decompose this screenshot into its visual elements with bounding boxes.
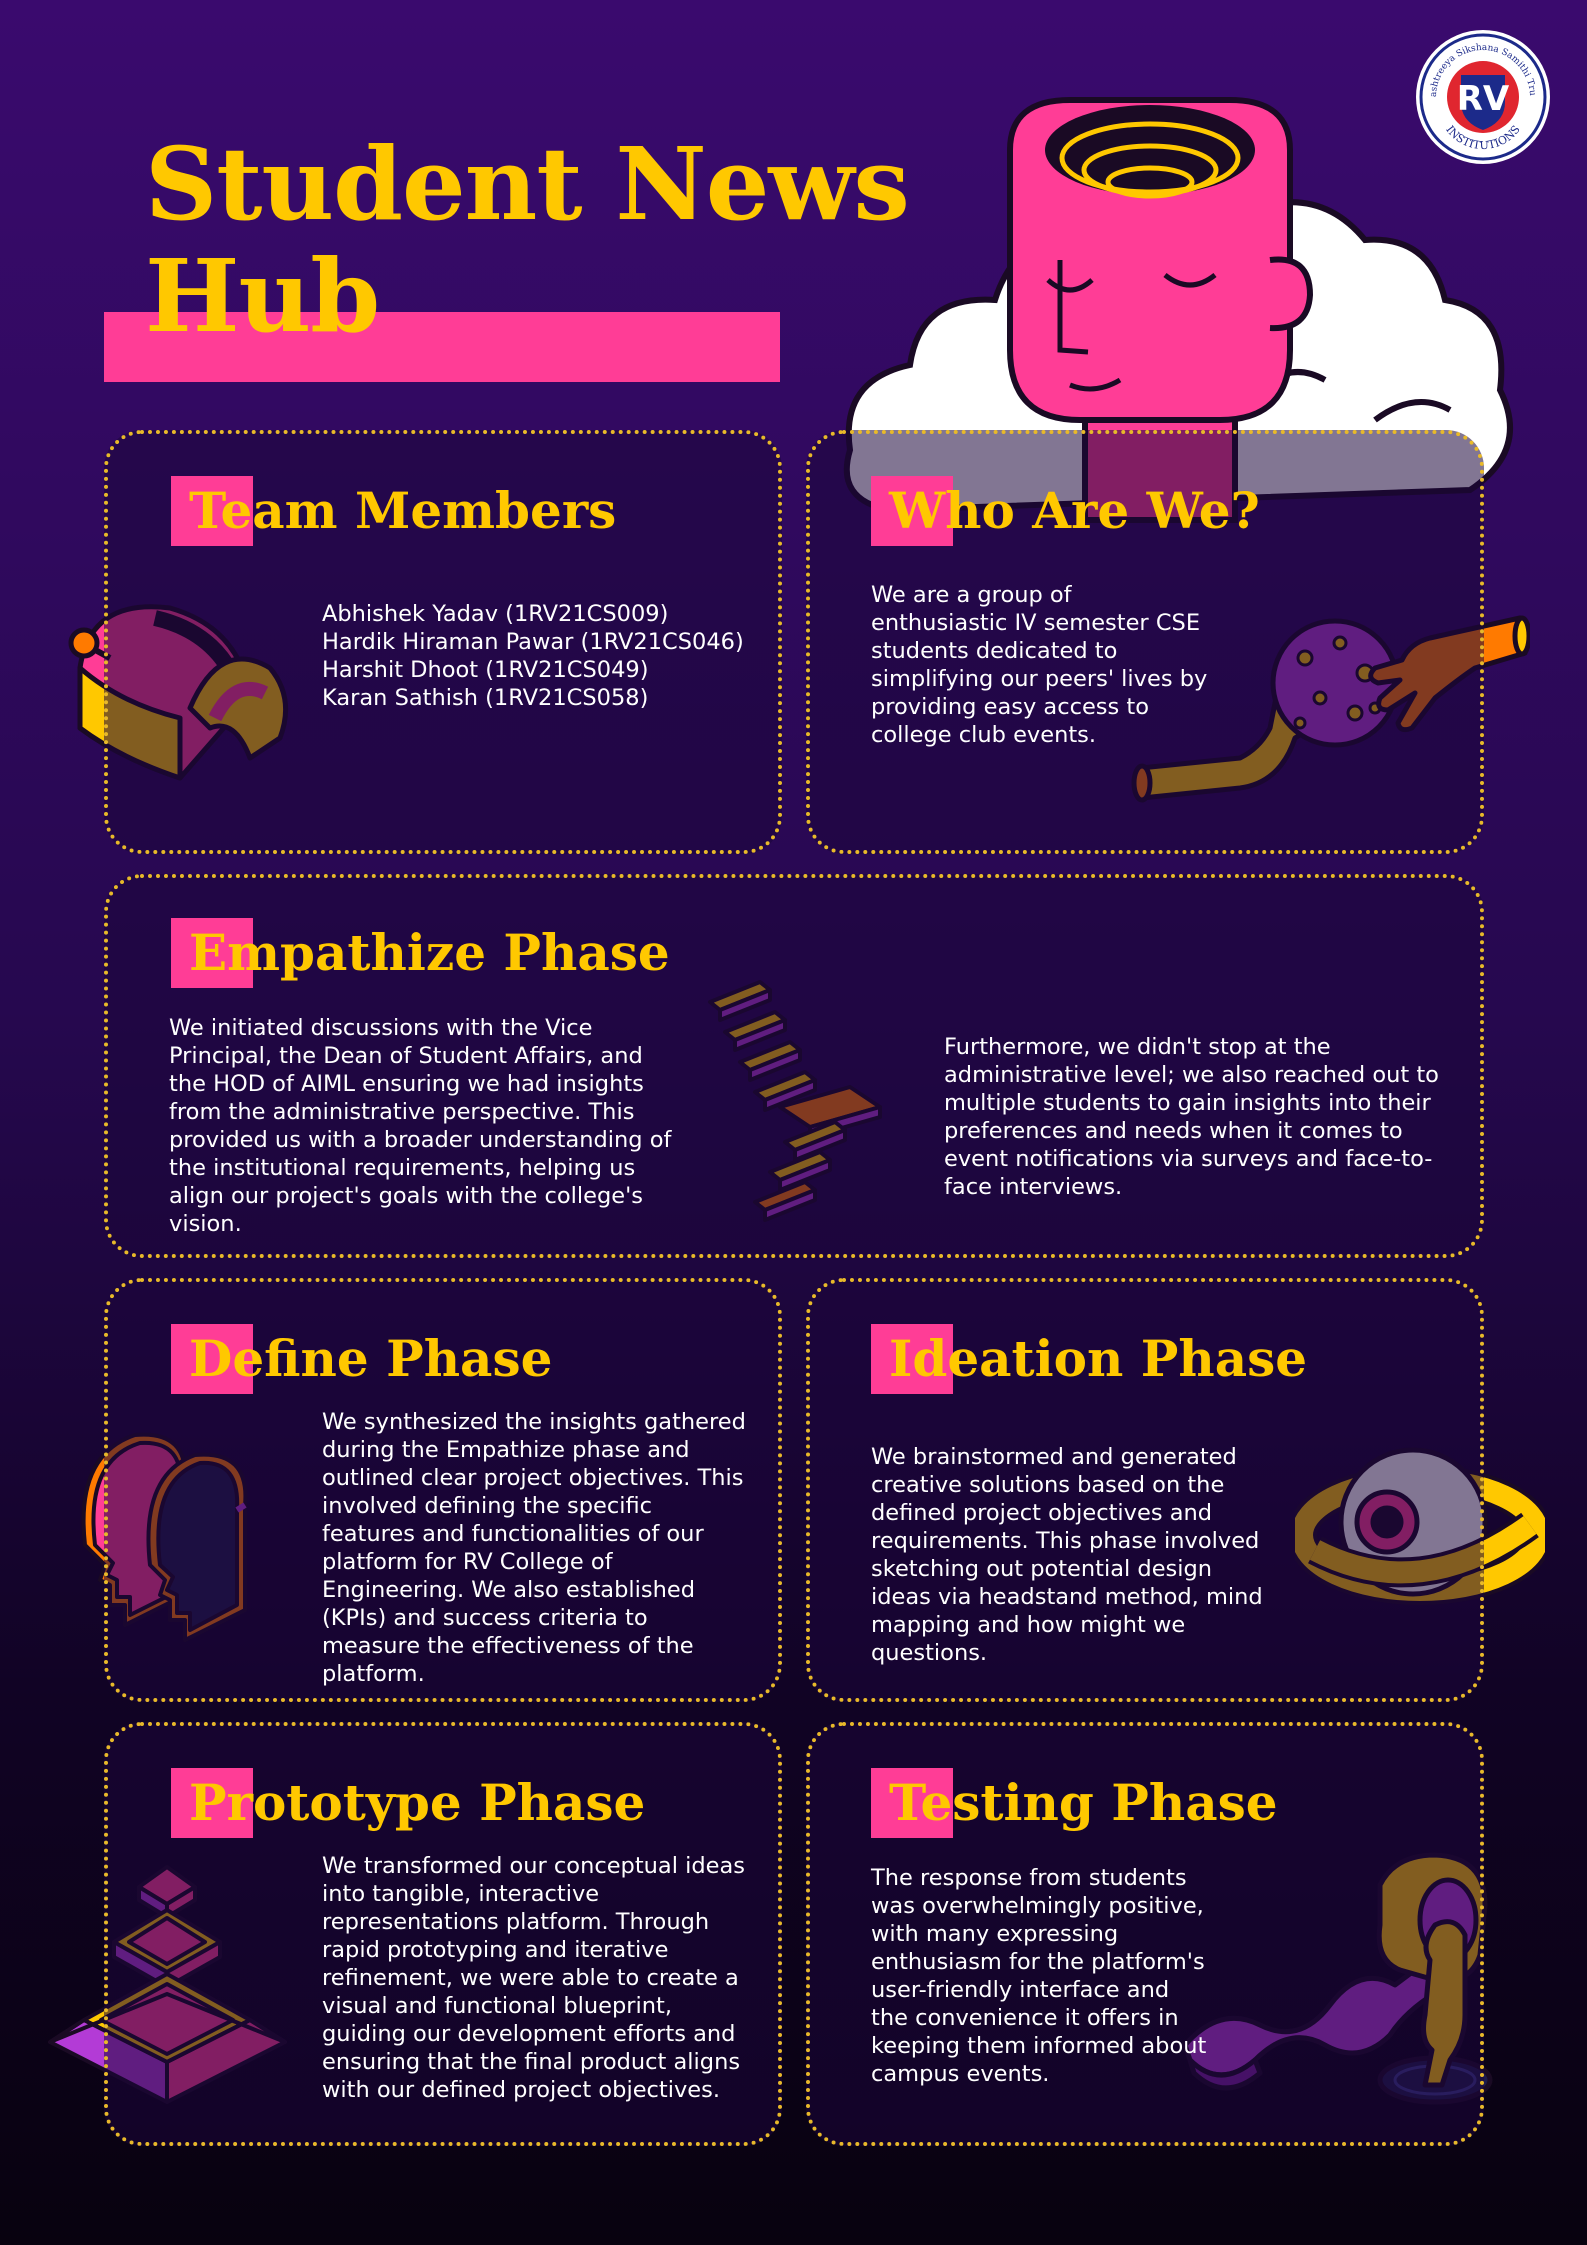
who-are-we-card: Who Are We? We are a group of enthusiast… (806, 430, 1484, 854)
heading-tab (871, 1324, 953, 1394)
team-members-heading: Team Members (189, 481, 617, 540)
testing-phase-card: Testing Phase The response from students… (806, 1722, 1484, 2146)
logo-letters: RV (1457, 79, 1510, 119)
team-member-list: Abhishek Yadav (1RV21CS009) Hardik Hiram… (322, 600, 772, 712)
team-members-card: Team Members Abhishek Yadav (1RV21CS009)… (104, 430, 782, 854)
prototype-phase-heading: Prototype Phase (189, 1773, 646, 1832)
heading-tab (871, 1768, 953, 1838)
define-phase-text: We synthesized the insights gathered dur… (322, 1409, 746, 1687)
ideation-phase-card: Ideation Phase We brainstormed and gener… (806, 1278, 1484, 1702)
heading-tab (171, 476, 253, 546)
heading-tab (171, 1768, 253, 1838)
define-phase-heading: Define Phase (189, 1329, 553, 1388)
empathize-text-right: Furthermore, we didn't stop at the admin… (944, 1034, 1439, 1200)
team-member: Harshit Dhoot (1RV21CS049) (322, 657, 649, 683)
ideation-phase-text: We brainstormed and generated creative s… (871, 1444, 1263, 1666)
prototype-phase-text: We transformed our conceptual ideas into… (322, 1853, 745, 2103)
page-title: Student News Hub (145, 125, 910, 355)
who-are-we-text: We are a group of enthusiastic IV semest… (871, 582, 1208, 748)
team-member: Karan Sathish (1RV21CS058) (322, 685, 649, 711)
heading-tab (171, 918, 253, 988)
define-phase-card: Define Phase We synthesized the insights… (104, 1278, 782, 1702)
empathize-phase-heading: Empathize Phase (189, 923, 670, 982)
heading-tab (871, 476, 953, 546)
team-member: Hardik Hiraman Pawar (1RV21CS046) (322, 629, 744, 655)
team-member: Abhishek Yadav (1RV21CS009) (322, 601, 669, 627)
testing-phase-text: The response from students was overwhelm… (871, 1865, 1207, 2087)
rv-logo-icon: RV Rashtreeya Sikshana Samithi Trust INS… (1413, 23, 1550, 164)
ideation-phase-heading: Ideation Phase (889, 1329, 1308, 1388)
heading-tab (171, 1324, 253, 1394)
empathize-text-left: We initiated discussions with the Vice P… (169, 1015, 672, 1237)
prototype-phase-card: Prototype Phase We transformed our conce… (104, 1722, 782, 2146)
empathize-phase-card: Empathize Phase We initiated discussions… (104, 874, 1484, 1258)
who-are-we-heading: Who Are We? (889, 481, 1260, 540)
title-highlight-bar (104, 312, 780, 382)
testing-phase-heading: Testing Phase (889, 1773, 1278, 1832)
